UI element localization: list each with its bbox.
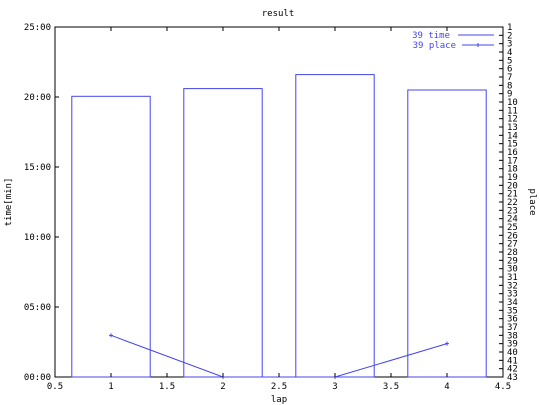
- x-tick-label: 2: [220, 382, 225, 392]
- x-axis-label: lap: [271, 395, 287, 405]
- legend-label-time: 39 time: [412, 31, 450, 41]
- y2-tick-label: 39: [507, 340, 518, 350]
- y2-tick-label: 26: [507, 231, 518, 241]
- y2-tick-label: 5: [507, 56, 512, 66]
- y2-tick-label: 43: [507, 373, 518, 383]
- y2-tick-label: 20: [507, 181, 518, 191]
- y2-tick-label: 33: [507, 290, 518, 300]
- y2-tick-label: 34: [507, 298, 518, 308]
- bar-lap-3: [295, 74, 375, 378]
- place-point: [109, 333, 113, 338]
- y-axis: 00:00 05:00 10:00 15:00 20:00 25:00: [24, 23, 59, 383]
- y2-axis-label: place: [527, 188, 537, 215]
- x-tick-label: 3: [332, 382, 337, 392]
- y2-tick-label: 40: [507, 348, 518, 358]
- y2-tick-label: 36: [507, 315, 518, 325]
- y-axis-label: time[min]: [4, 178, 14, 227]
- plot-frame: [54, 26, 504, 378]
- x-axis: 0.5 1 1.5 2 2.5 3 3.5 4 4.5: [47, 27, 511, 392]
- place-line: [110, 334, 448, 378]
- legend-marker-place: [476, 43, 480, 47]
- y2-tick-label: 30: [507, 265, 518, 275]
- y2-tick-label: 24: [507, 215, 518, 225]
- y2-tick-label: 28: [507, 248, 518, 258]
- y2-tick-label: 42: [507, 365, 518, 375]
- y-tick-label: 10:00: [24, 233, 51, 243]
- y2-tick-label: 38: [507, 331, 518, 341]
- y2-tick-label: 1: [507, 23, 512, 33]
- bar-lap-4: [407, 89, 487, 378]
- y2-tick-label: 13: [507, 123, 518, 133]
- y2-tick-label: 27: [507, 240, 518, 250]
- place-point: [445, 341, 449, 346]
- x-tick-label: 1: [108, 382, 113, 392]
- y2-tick-label: 35: [507, 306, 518, 316]
- x-tick-label: 4.5: [495, 382, 511, 392]
- x-tick-label: 1.5: [159, 382, 175, 392]
- y-tick-label: 00:00: [24, 373, 51, 383]
- x-tick-label: 3.5: [383, 382, 399, 392]
- x-tick-label: 0.5: [47, 382, 63, 392]
- y2-tick-label: 14: [507, 131, 518, 141]
- y2-tick-label: 10: [507, 98, 518, 108]
- bar-lap-2: [183, 88, 263, 378]
- x-tick-label: 4: [444, 382, 449, 392]
- y2-tick-label: 6: [507, 65, 512, 75]
- y2-tick-label: 8: [507, 81, 512, 91]
- y2-axis: 1234567891011121314151617181920212223242…: [499, 23, 518, 383]
- y2-tick-label: 3: [507, 40, 512, 50]
- y2-tick-label: 7: [507, 73, 512, 83]
- y2-tick-label: 18: [507, 165, 518, 175]
- y2-tick-label: 41: [507, 356, 518, 366]
- y2-tick-label: 2: [507, 31, 512, 41]
- y2-tick-label: 16: [507, 148, 518, 158]
- chart-title: result: [262, 9, 295, 19]
- x-tick-label: 2.5: [271, 382, 287, 392]
- y-tick-label: 20:00: [24, 93, 51, 103]
- y2-tick-label: 9: [507, 90, 512, 100]
- y2-tick-label: 12: [507, 115, 518, 125]
- y-tick-label: 15:00: [24, 163, 51, 173]
- y2-tick-label: 19: [507, 173, 518, 183]
- y2-tick-label: 23: [507, 206, 518, 216]
- y2-tick-label: 25: [507, 223, 518, 233]
- y2-tick-label: 37: [507, 323, 518, 333]
- place-line-group: [109, 333, 449, 379]
- y2-tick-label: 17: [507, 156, 518, 166]
- y-tick-label: 05:00: [24, 303, 51, 313]
- y2-tick-label: 29: [507, 256, 518, 266]
- y2-tick-label: 22: [507, 198, 518, 208]
- y2-tick-label: 21: [507, 190, 518, 200]
- y2-tick-label: 32: [507, 281, 518, 291]
- y2-tick-label: 4: [507, 48, 512, 58]
- y-tick-label: 25:00: [24, 23, 51, 33]
- bars-group: [71, 74, 487, 378]
- y2-tick-label: 31: [507, 273, 518, 283]
- y2-tick-label: 11: [507, 106, 518, 116]
- legend-label-place: 39 place: [413, 41, 456, 51]
- y2-tick-label: 15: [507, 140, 518, 150]
